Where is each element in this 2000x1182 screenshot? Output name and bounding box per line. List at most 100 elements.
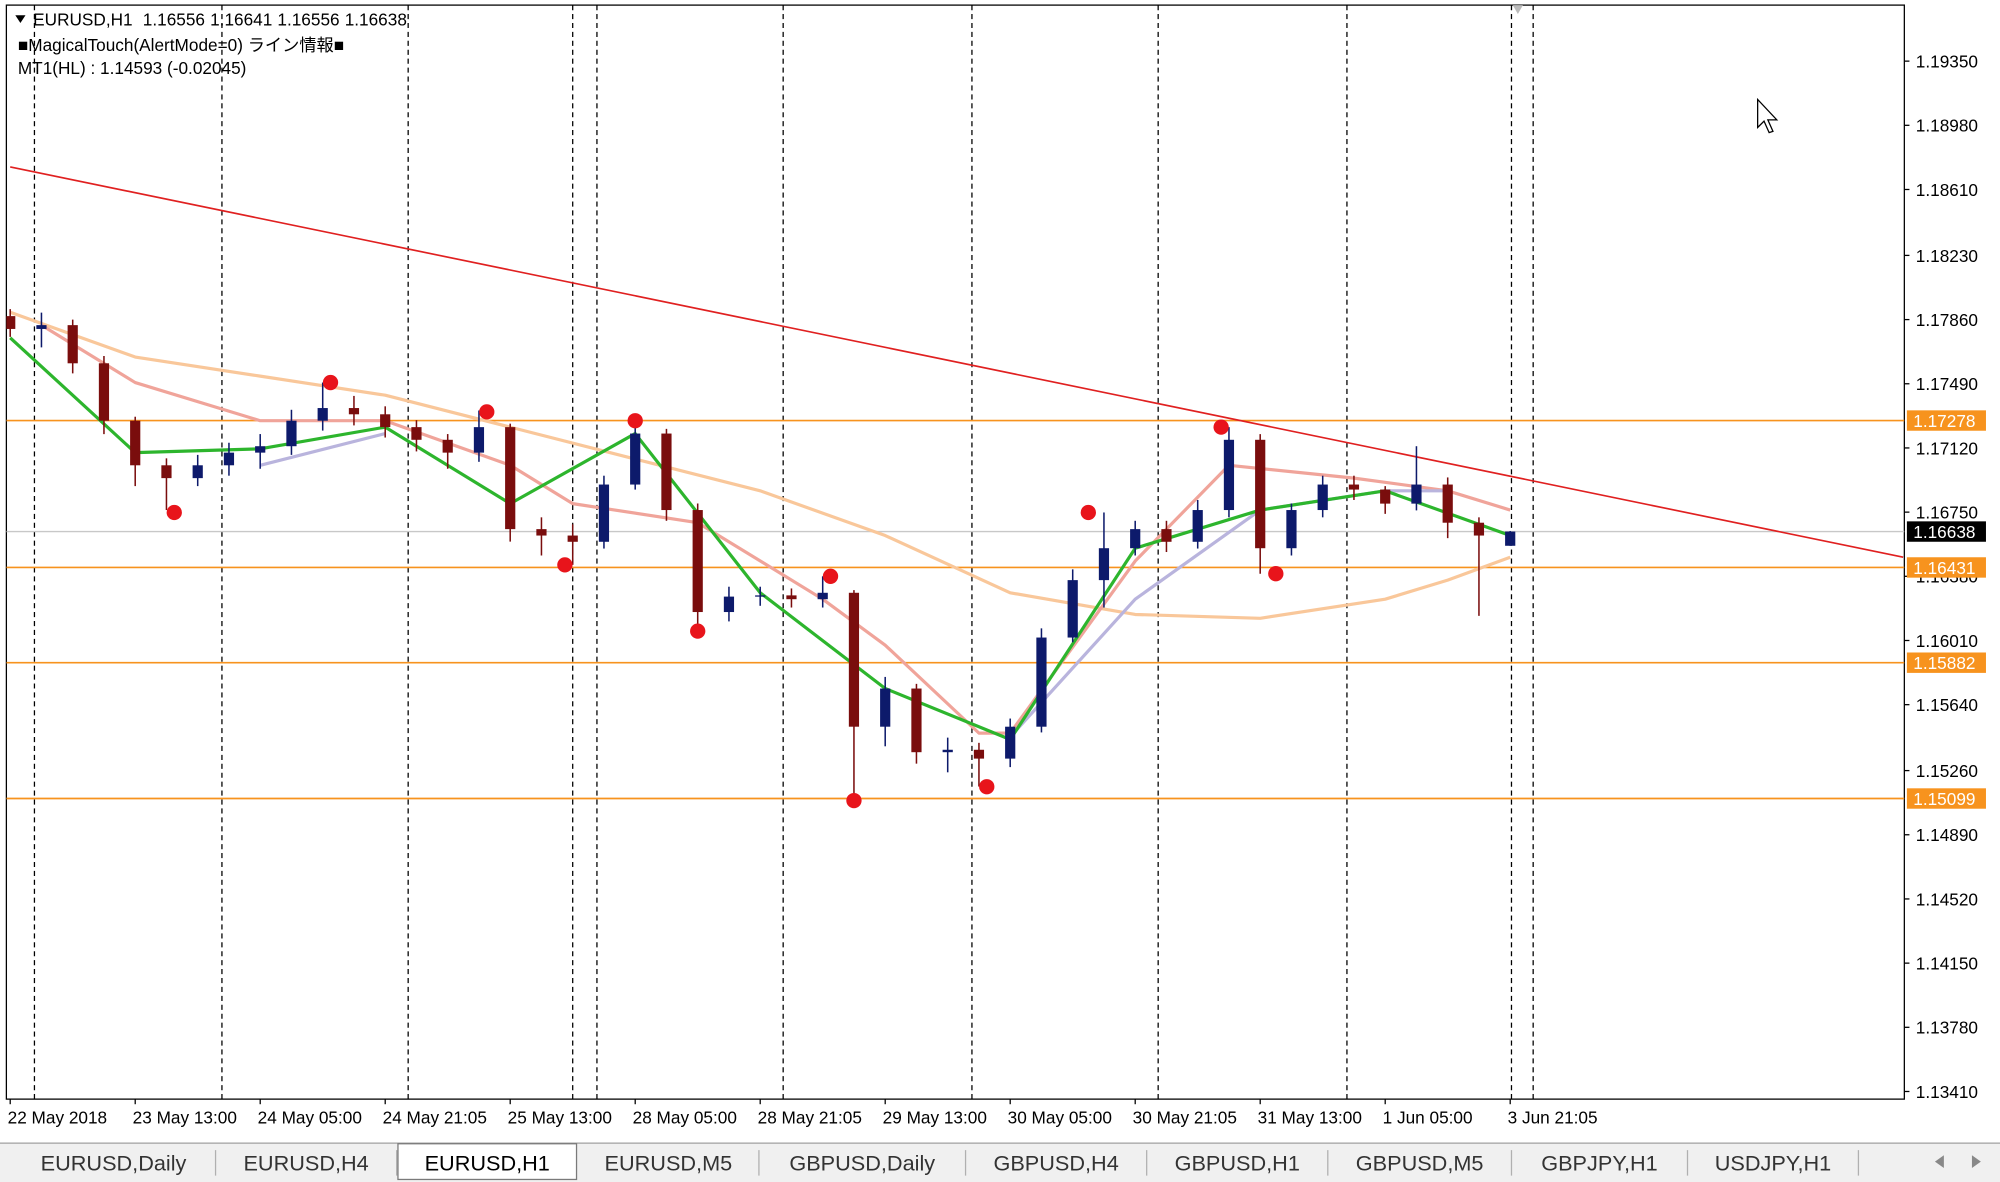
tab-background [1329,1146,1511,1179]
x-tick-label: 28 May 05:00 [633,1107,737,1127]
tab-scroll-left[interactable] [1934,1155,1944,1168]
candle-body [692,510,703,613]
x-tick-label: 25 May 13:00 [508,1107,612,1127]
tab[interactable]: GBPUSD,M5 [1329,1146,1513,1179]
tab-label: EURUSD,M5 [605,1151,733,1176]
candle-body [1130,529,1141,549]
symbol: EURUSD,H1 [33,10,132,30]
y-tick-label: 1.15260 [1916,761,1978,781]
candle-body [630,433,641,485]
level-tag [1906,652,1986,673]
y-tick-label: 1.14150 [1916,954,1978,974]
candle-body [505,427,516,530]
tab-label: GBPUSD,H4 [993,1151,1118,1176]
fractal-marker [822,568,839,584]
x-tick-label: 24 May 21:05 [383,1107,487,1127]
y-tick-label: 1.18230 [1916,246,1978,266]
y-tick-label: 1.17860 [1916,310,1978,330]
candle-body [473,427,485,453]
indicator-label: ■MagicalTouch(AlertMode=0) ライン情報■ [18,35,344,55]
level-label: 1.17278 [1913,411,1975,431]
candle-body [1286,510,1297,549]
tab[interactable]: GBPUSD,H4 [966,1146,1148,1179]
candle-body [1223,439,1235,511]
fractal-marker [1080,504,1096,521]
tab-background [1147,1146,1327,1179]
candle-body [411,427,422,440]
fractal-marker [979,779,995,795]
candle-body [1067,580,1078,638]
candle-body [6,316,16,329]
current-price-label: 1.16638 [1913,522,1975,542]
x-tick-label: 22 May 2018 [8,1107,107,1127]
tab[interactable]: EURUSD,M5 [579,1146,760,1179]
header-low: 1.16556 [277,10,339,30]
y-tick-label: 1.17120 [1916,438,1978,458]
tab-label: GBPUSD,M5 [1356,1151,1484,1176]
level-label: 1.15882 [1913,653,1975,673]
candle-body [1473,522,1485,536]
x-tick-label: 30 May 21:05 [1133,1107,1237,1127]
tab-label: EURUSD,Daily [41,1151,187,1176]
candle-body [880,688,891,727]
x-tick-label: 23 May 13:00 [133,1107,237,1127]
level-tag [1906,557,1986,578]
candle-body [1192,510,1203,542]
candle-body [98,363,110,421]
tab-scroll-right[interactable] [1971,1155,1981,1168]
fractal-marker [690,623,706,639]
y-tick-label: 1.18980 [1916,116,1978,136]
tab[interactable]: EURUSD,H1 [397,1143,578,1181]
shift-marker [1512,5,1523,15]
tab[interactable]: GBPUSD,H1 [1147,1146,1329,1179]
header-arrow [15,15,26,23]
header-open: 1.16556 [143,10,205,30]
tab[interactable]: GBPUSD,Daily [760,1146,967,1179]
candle-body [130,420,141,466]
candle-body [848,592,860,727]
candle-body [317,408,328,421]
x-tick-label: 24 May 05:00 [258,1107,362,1127]
fractal-marker [557,557,573,573]
candle-body [380,414,391,428]
tab-label: GBPUSD,H1 [1175,1151,1300,1176]
candle-body [286,420,297,447]
candle-body [1161,529,1172,542]
tab-label: EURUSD,H4 [243,1151,368,1176]
candle-body [1098,548,1110,581]
fractal-marker [627,413,643,429]
candle-body [786,595,797,600]
candle-body [1411,484,1422,504]
moving-average [9,310,1511,620]
candle-body [598,484,610,542]
candle-body [1317,484,1328,511]
candle-body [36,325,47,329]
candle-body [255,446,266,453]
candle-body [1005,726,1016,759]
x-tick-label: 31 May 13:00 [1258,1107,1362,1127]
x-tick-label: 3 Jun 21:05 [1508,1107,1598,1127]
candle-body [755,595,766,597]
candle-body [1505,531,1516,546]
tab[interactable]: EURUSD,H4 [216,1146,398,1179]
candle-body [223,452,235,466]
candle-body [348,408,360,415]
y-tick-label: 1.14520 [1916,889,1978,909]
tab[interactable]: EURUSD,Daily [12,1146,217,1179]
x-tick-label: 28 May 21:05 [758,1107,862,1127]
candle-body [536,529,547,536]
chart-header: EURUSD,H1 1.16556 1.16641 1.16556 1.16638 [33,10,407,30]
candle-body [1442,484,1453,523]
tab[interactable]: USDJPY,H1 [1688,1146,1860,1179]
tab-background [579,1146,758,1179]
level-tag [1906,788,1986,809]
candle-body [67,325,78,364]
tab[interactable]: GBPJPY,H1 [1512,1146,1689,1179]
fractal-marker [322,374,339,391]
y-tick-label: 1.16010 [1916,631,1978,651]
y-tick-label: 1.16750 [1916,503,1978,523]
tab-label: USDJPY,H1 [1715,1151,1831,1176]
candle-body [1036,637,1047,727]
fractal-marker [1268,566,1284,582]
